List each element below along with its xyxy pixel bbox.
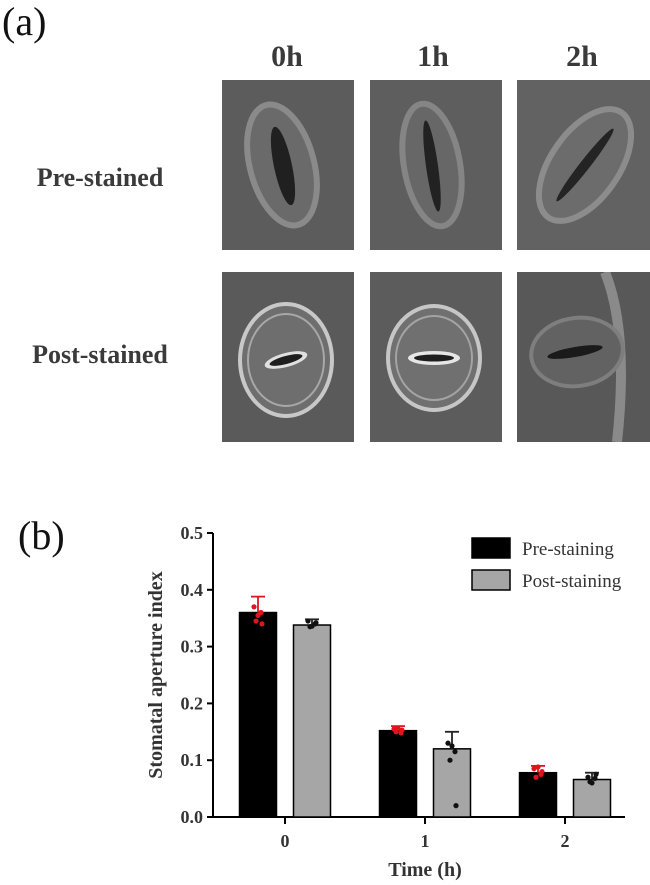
data-point (399, 727, 405, 733)
micrograph-pre-0h (222, 80, 354, 250)
data-point (449, 743, 455, 749)
data-point (251, 604, 257, 610)
bar-pre-staining-1 (378, 729, 418, 818)
x-tick-label: 1 (421, 831, 430, 851)
legend-label-post-staining: Post-staining (522, 571, 622, 592)
y-tick-label: 0.3 (181, 637, 204, 657)
data-point (305, 618, 311, 624)
legend-swatch-post-staining (471, 569, 511, 591)
data-point (593, 771, 599, 778)
micrograph-pre-1h (370, 80, 502, 250)
legend-swatch-pre-staining (471, 537, 511, 559)
column-header-1h: 1h (417, 40, 449, 73)
data-point (533, 774, 539, 780)
data-point (453, 803, 459, 809)
data-point (395, 725, 401, 731)
panel-b-label: (b) (18, 513, 65, 558)
data-point (313, 620, 319, 626)
micrograph-pre-2h (517, 80, 650, 250)
column-header-0h: 0h (271, 40, 303, 73)
data-point (452, 749, 458, 755)
data-point (531, 766, 537, 772)
data-point (535, 764, 541, 770)
data-point (445, 740, 451, 746)
bar-pre-staining-2 (518, 771, 558, 818)
micrograph-post-1h (370, 272, 502, 442)
x-tick-label: 2 (561, 831, 570, 851)
micrograph-post-2h (517, 272, 650, 442)
data-point (309, 623, 315, 629)
y-tick-label: 0.2 (181, 693, 204, 713)
x-tick-label: 0 (281, 831, 290, 851)
y-axis-title: Stomatal aperture index (145, 571, 167, 778)
bar-pre-staining-0 (238, 611, 278, 818)
data-point (539, 768, 545, 775)
data-point (447, 757, 453, 763)
row-header-pre-stained: Pre-stained (36, 163, 164, 192)
panel-a-label: (a) (2, 0, 47, 44)
y-tick-label: 0.5 (181, 523, 204, 543)
data-point (592, 775, 598, 781)
data-point (585, 774, 591, 780)
y-tick-label: 0.1 (181, 750, 204, 770)
bar-post-staining-0 (292, 624, 332, 818)
row-header-post-stained: Post-stained (32, 340, 168, 369)
data-point (253, 618, 259, 624)
data-point (255, 612, 261, 618)
column-header-2h: 2h (566, 40, 598, 73)
micrograph-post-0h (222, 272, 354, 442)
y-tick-label: 0.0 (181, 807, 204, 827)
x-axis-title: Time (h) (388, 859, 462, 881)
data-point (589, 780, 595, 786)
y-tick-label: 0.4 (181, 580, 204, 600)
legend-label-pre-staining: Pre-staining (522, 539, 614, 560)
data-point (259, 621, 265, 627)
